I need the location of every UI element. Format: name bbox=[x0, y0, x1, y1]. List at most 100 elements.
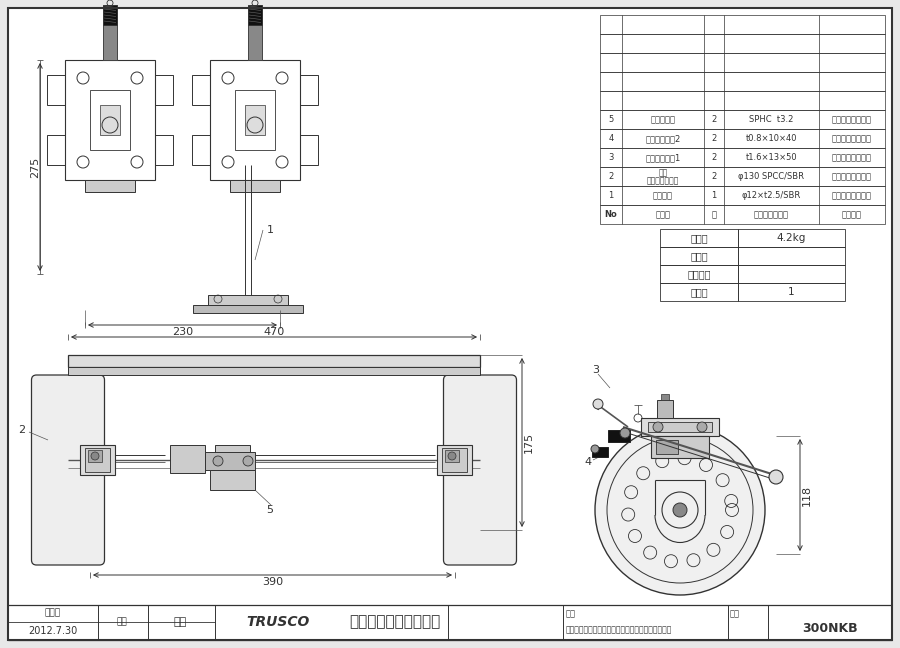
Text: 3: 3 bbox=[608, 153, 614, 162]
Circle shape bbox=[673, 503, 687, 517]
Bar bbox=[37, 380, 100, 560]
Text: ブレーキ部: ブレーキ部 bbox=[651, 115, 676, 124]
Bar bbox=[445, 450, 459, 462]
Bar bbox=[600, 72, 885, 91]
Text: 作成日: 作成日 bbox=[45, 608, 61, 618]
Text: 4: 4 bbox=[584, 457, 591, 467]
Bar bbox=[648, 422, 712, 432]
Text: ペダル部: ペダル部 bbox=[653, 191, 673, 200]
Bar bbox=[47, 75, 65, 105]
Bar bbox=[660, 247, 738, 265]
Bar bbox=[215, 445, 250, 473]
Text: t0.8×10×40: t0.8×10×40 bbox=[746, 134, 797, 143]
Text: φ130 SPCC/SBR: φ130 SPCC/SBR bbox=[739, 172, 805, 181]
Text: 検図: 検図 bbox=[117, 618, 128, 627]
Circle shape bbox=[213, 456, 223, 466]
Text: 470: 470 bbox=[264, 327, 284, 337]
Bar bbox=[192, 135, 210, 165]
Text: 118: 118 bbox=[802, 485, 812, 505]
Bar bbox=[245, 105, 265, 135]
Bar bbox=[600, 91, 885, 110]
Bar bbox=[661, 394, 669, 400]
Bar bbox=[738, 265, 845, 283]
Bar bbox=[600, 186, 885, 205]
Text: 4.2kg: 4.2kg bbox=[777, 233, 806, 243]
Bar bbox=[210, 60, 300, 180]
Text: サイズ: サイズ bbox=[690, 251, 707, 261]
Bar bbox=[68, 367, 480, 375]
Text: 部品名: 部品名 bbox=[655, 210, 670, 219]
Circle shape bbox=[591, 445, 599, 453]
Circle shape bbox=[91, 452, 99, 460]
Bar bbox=[230, 180, 280, 192]
Bar bbox=[437, 445, 472, 475]
Text: 品名: 品名 bbox=[566, 610, 576, 618]
Text: t1.6×13×50: t1.6×13×50 bbox=[746, 153, 797, 162]
Text: 175: 175 bbox=[524, 432, 534, 453]
Bar bbox=[300, 75, 318, 105]
Bar bbox=[600, 34, 885, 53]
Bar bbox=[738, 283, 845, 301]
Text: 390: 390 bbox=[262, 577, 284, 587]
Bar bbox=[192, 75, 210, 105]
Text: 三価クロムメッキ: 三価クロムメッキ bbox=[832, 172, 872, 181]
Text: 5: 5 bbox=[266, 505, 274, 515]
Bar bbox=[88, 450, 102, 462]
Bar bbox=[85, 180, 135, 192]
Circle shape bbox=[595, 425, 765, 595]
Circle shape bbox=[769, 470, 783, 484]
Text: 3: 3 bbox=[592, 365, 599, 375]
Text: 1: 1 bbox=[608, 191, 614, 200]
Text: TRUSCO: TRUSCO bbox=[247, 615, 310, 629]
Circle shape bbox=[653, 422, 663, 432]
Bar bbox=[660, 283, 738, 301]
Text: 品番: 品番 bbox=[730, 610, 740, 618]
Bar bbox=[660, 265, 738, 283]
Bar bbox=[660, 229, 738, 247]
FancyBboxPatch shape bbox=[32, 375, 104, 565]
Text: 5: 5 bbox=[608, 115, 614, 124]
Bar bbox=[600, 148, 885, 167]
Text: No: No bbox=[605, 210, 617, 219]
Bar bbox=[100, 105, 120, 135]
Text: 数: 数 bbox=[712, 210, 716, 219]
Bar bbox=[170, 445, 205, 473]
Bar bbox=[641, 418, 719, 436]
Text: 三価クロムメッキ: 三価クロムメッキ bbox=[832, 191, 872, 200]
Bar bbox=[600, 53, 885, 72]
Bar bbox=[68, 355, 480, 367]
Bar bbox=[103, 5, 117, 25]
Bar bbox=[651, 436, 709, 458]
Bar bbox=[208, 295, 288, 305]
Text: 2012.7.30: 2012.7.30 bbox=[29, 626, 77, 636]
Text: 三価クロムメッキ: 三価クロムメッキ bbox=[832, 153, 872, 162]
Text: 細包数: 細包数 bbox=[690, 287, 707, 297]
Circle shape bbox=[243, 456, 253, 466]
Text: 2: 2 bbox=[711, 134, 716, 143]
Text: 引っ張りバネ1: 引っ張りバネ1 bbox=[645, 153, 680, 162]
Bar bbox=[155, 135, 173, 165]
Text: 2: 2 bbox=[711, 172, 716, 181]
Bar bbox=[103, 25, 117, 60]
Text: 275: 275 bbox=[30, 156, 40, 178]
Bar bbox=[248, 5, 262, 25]
Bar bbox=[600, 110, 885, 129]
Bar bbox=[235, 90, 275, 150]
Bar bbox=[608, 430, 630, 442]
Bar bbox=[210, 470, 255, 490]
Circle shape bbox=[448, 452, 456, 460]
Text: 自　重: 自 重 bbox=[690, 233, 707, 243]
Bar bbox=[90, 90, 130, 150]
Bar bbox=[248, 25, 262, 60]
Bar bbox=[300, 135, 318, 165]
Text: 1: 1 bbox=[266, 225, 274, 235]
Bar bbox=[600, 167, 885, 186]
Text: トラスコ中山株式会社: トラスコ中山株式会社 bbox=[349, 614, 441, 629]
Bar bbox=[592, 447, 608, 457]
FancyBboxPatch shape bbox=[444, 375, 517, 565]
Bar bbox=[600, 15, 885, 34]
Text: 300NKB: 300NKB bbox=[802, 623, 858, 636]
Bar bbox=[47, 135, 65, 165]
Text: 表面処理: 表面処理 bbox=[842, 210, 862, 219]
Text: 230: 230 bbox=[172, 327, 194, 337]
